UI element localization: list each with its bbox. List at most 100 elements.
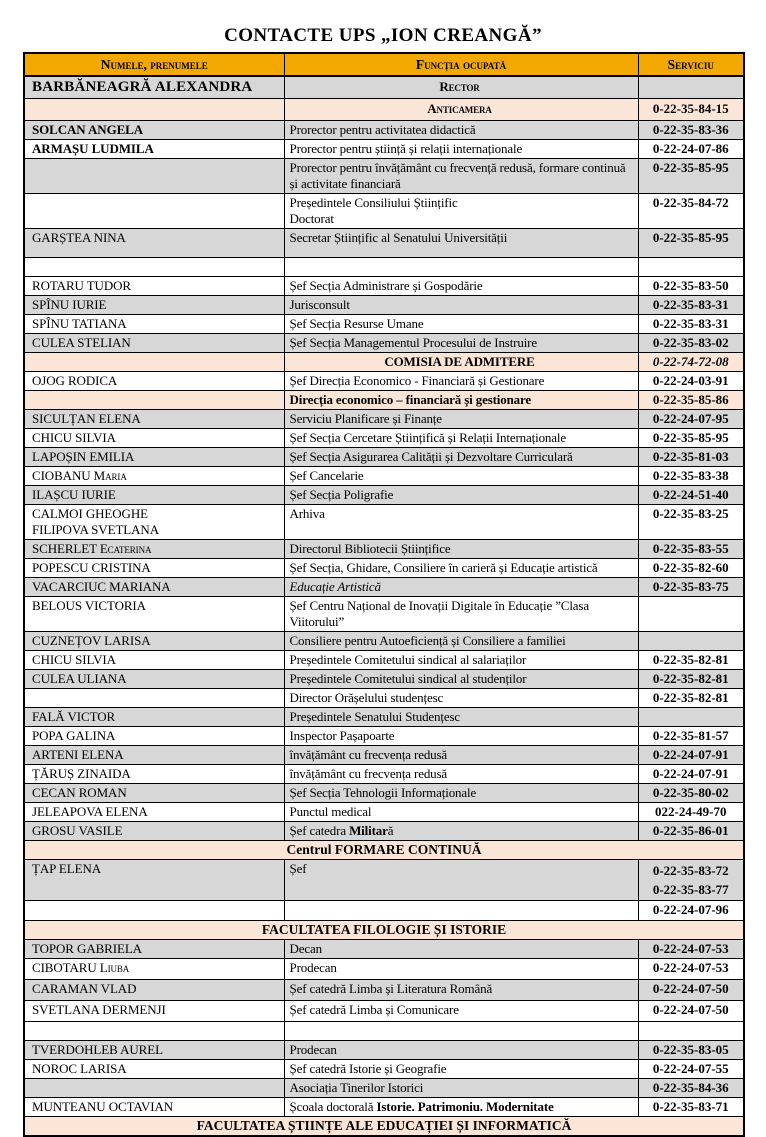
function-cell: Directorul Bibliotecii Științifice xyxy=(283,538,639,559)
phone-cell: 022-24-49-70 xyxy=(637,801,745,822)
name-cell xyxy=(23,687,285,708)
function-cell: Șef Direcția Economico - Financiară și G… xyxy=(283,370,639,391)
contact-row: SPÎNU TATIANA Șef Secția Resurse Umane 0-2… xyxy=(23,313,745,334)
phone-cell: 0-22-35-84-15 xyxy=(637,97,745,121)
function-cell: Președintele Comitetului sindical al stu… xyxy=(283,668,639,689)
function-cell: Șef Secția Resurse Umane xyxy=(283,313,639,334)
function-cell: Șef Secția, Ghidare, Consiliere în carie… xyxy=(283,557,639,578)
name-cell: ROTARU TUDOR xyxy=(23,275,285,296)
function-cell: Șef catedră Limba și Comunicare xyxy=(283,999,639,1022)
name-cell: SVETLANA DERMENJI xyxy=(23,999,285,1022)
phone-cell: 0-22-35-83-50 xyxy=(637,275,745,296)
function-cell: Director Orășelului studențesc xyxy=(283,687,639,708)
phone-cell: 0-22-35-82-81 xyxy=(637,649,745,670)
name-cell: CHICU SILVIA xyxy=(23,649,285,670)
contact-row: Anticamera 0-22-35-84-15 xyxy=(23,97,745,121)
column-header-name: Numele, prenumele xyxy=(23,52,285,77)
name-cell: POPESCU CRISTINA xyxy=(23,557,285,578)
function-cell: Școala doctorală Istorie. Patrimoniu. Mo… xyxy=(283,1096,639,1117)
name-cell: CECAN ROMAN xyxy=(23,782,285,803)
function-cell: Șef Secția Asigurarea Calității și Dezvo… xyxy=(283,446,639,467)
contacts-table-body: BARBĂNEAGRĂ ALEXANDRA Rector Anticamera 0-… xyxy=(23,75,745,1136)
name-cell xyxy=(23,1077,285,1098)
contact-row: ROTARU TUDOR Șef Secția Administrare și G… xyxy=(23,275,745,296)
contact-row: CUZNEȚOV LARISA Consiliere pentru Autoefi… xyxy=(23,630,745,651)
column-header-phone: Serviciu xyxy=(637,52,745,77)
function-cell: Șef xyxy=(283,858,639,901)
phone-cell: 0-22-35-85-95 xyxy=(637,427,745,448)
function-cell: Arhiva xyxy=(283,503,639,540)
page-title: CONTACTE UPS „ION CREANGĂ” xyxy=(224,25,542,46)
contact-row: GROSU VASILE Șef catedra Militară 0-22-35-… xyxy=(23,820,745,841)
name-cell: CIOBANU Maria xyxy=(23,465,285,486)
phone-cell: 0-22-35-85-95 xyxy=(637,227,745,258)
function-cell: COMISIA DE ADMITERE xyxy=(283,351,639,372)
function-cell: Șef Secția Administrare și Gospodărie xyxy=(283,275,639,296)
function-cell: Șef Centru Național de Inovații Digitale… xyxy=(283,595,639,632)
phone-cell: 0-22-35-81-03 xyxy=(637,446,745,467)
column-header-row: Numele, prenumele Funcția ocupată Servic… xyxy=(23,52,745,77)
contact-row: TVERDOHLEB AUREL Prodecan 0-22-35-83-05 xyxy=(23,1039,745,1060)
contact-row: ARTENI ELENA învățământ cu frecvența redu… xyxy=(23,744,745,765)
name-cell: GARȘTEA NINA xyxy=(23,227,285,258)
name-cell: LAPOȘIN EMILIA xyxy=(23,446,285,467)
phone-cell: 0-22-35-83-25 xyxy=(637,503,745,540)
name-cell: POPA GALINA xyxy=(23,725,285,746)
function-cell: Șef Secția Cercetare Științifică și Rela… xyxy=(283,427,639,448)
function-cell: Secretar Științific al Senatului Univers… xyxy=(283,227,639,258)
phone-cell: 0-22-35-83-02 xyxy=(637,332,745,353)
name-cell: CUZNEȚOV LARISA xyxy=(23,630,285,651)
function-cell: Prorector pentru știință și relații inte… xyxy=(283,138,639,159)
function-cell xyxy=(283,256,639,277)
name-cell: ARTENI ELENA xyxy=(23,744,285,765)
phone-cell: 0-22-35-83-31 xyxy=(637,294,745,315)
name-cell: OJOG RODICA xyxy=(23,370,285,391)
contact-row: CULEA ULIANA Președintele Comitetului sin… xyxy=(23,668,745,689)
name-cell: SICULȚAN ELENA xyxy=(23,408,285,429)
name-cell: MUNTEANU OCTAVIAN xyxy=(23,1096,285,1117)
function-cell: Șef Secția Tehnologii Informaționale xyxy=(283,782,639,803)
contact-row: NOROC LARISA Șef catedră Istorie și Geogr… xyxy=(23,1058,745,1079)
contact-row: BELOUS VICTORIA Șef Centru Național de In… xyxy=(23,595,745,632)
document-page: CONTACTE UPS „ION CREANGĂ” Numele, prenu… xyxy=(0,25,766,1137)
phone-cell: 0-22-35-83-36 xyxy=(637,119,745,140)
contact-row: VACARCIUC MARIANA Educație Artistică 0-22-… xyxy=(23,576,745,597)
function-cell: Prodecan xyxy=(283,957,639,980)
name-cell xyxy=(23,192,285,229)
contact-row: CULEA STELIAN Șef Secția Managementul Pro… xyxy=(23,332,745,353)
function-cell: Rector xyxy=(283,75,639,99)
phone-cell: 0-22-24-07-53 xyxy=(637,957,745,980)
name-cell: SCHERLET Ecaterina xyxy=(23,538,285,559)
contact-row: CARAMAN VLAD Șef catedră Limba și Literat… xyxy=(23,978,745,1001)
phone-cell xyxy=(637,706,745,727)
name-cell xyxy=(23,389,285,410)
contact-row: CHICU SILVIA Președintele Comitetului sin… xyxy=(23,649,745,670)
function-cell: Punctul medical xyxy=(283,801,639,822)
function-cell: învățământ cu frecvența redusă xyxy=(283,763,639,784)
contact-row: SPÎNU IURIE Jurisconsult 0-22-35-83-31 xyxy=(23,294,745,315)
phone-cell xyxy=(637,75,745,99)
name-cell xyxy=(23,899,285,921)
phone-cell: 0-22-35-85-86 xyxy=(637,389,745,410)
function-cell: Șef Secția Poligrafie xyxy=(283,484,639,505)
function-cell: Șef catedră Limba și Literatura Română xyxy=(283,978,639,1001)
phone-cell: 0-22-35-85-95 xyxy=(637,157,745,194)
name-cell: SPÎNU TATIANA xyxy=(23,313,285,334)
contact-row: CIOBANU Maria Șef Cancelarie 0-22-35-83-38 xyxy=(23,465,745,486)
column-header-function: Funcția ocupată xyxy=(283,52,639,77)
phone-cell: 0-22-35-83-72 0-22-35-83-77 xyxy=(637,858,745,901)
contact-row: COMISIA DE ADMITERE 0-22-74-72-08 xyxy=(23,351,745,372)
contact-row: POPESCU CRISTINA Șef Secția, Ghidare, Con… xyxy=(23,557,745,578)
phone-cell: 0-22-35-83-55 xyxy=(637,538,745,559)
phone-cell: 0-22-24-07-50 xyxy=(637,978,745,1001)
contact-row: BARBĂNEAGRĂ ALEXANDRA Rector xyxy=(23,75,745,99)
phone-cell: 0-22-24-07-86 xyxy=(637,138,745,159)
phone-cell: 0-22-35-83-05 xyxy=(637,1039,745,1060)
phone-cell: 0-22-24-07-50 xyxy=(637,999,745,1022)
phone-cell: 0-22-24-07-53 xyxy=(637,938,745,959)
phone-cell: 0-22-35-83-38 xyxy=(637,465,745,486)
contact-row: GARȘTEA NINA Secretar Științific al Senat… xyxy=(23,227,745,258)
contact-row: CALMOI GHEOGHE FILIPOVA SVETLANA Arhiva 0-2… xyxy=(23,503,745,540)
contact-row: CHICU SILVIA Șef Secția Cercetare Științi… xyxy=(23,427,745,448)
name-cell: ILAȘCU IURIE xyxy=(23,484,285,505)
